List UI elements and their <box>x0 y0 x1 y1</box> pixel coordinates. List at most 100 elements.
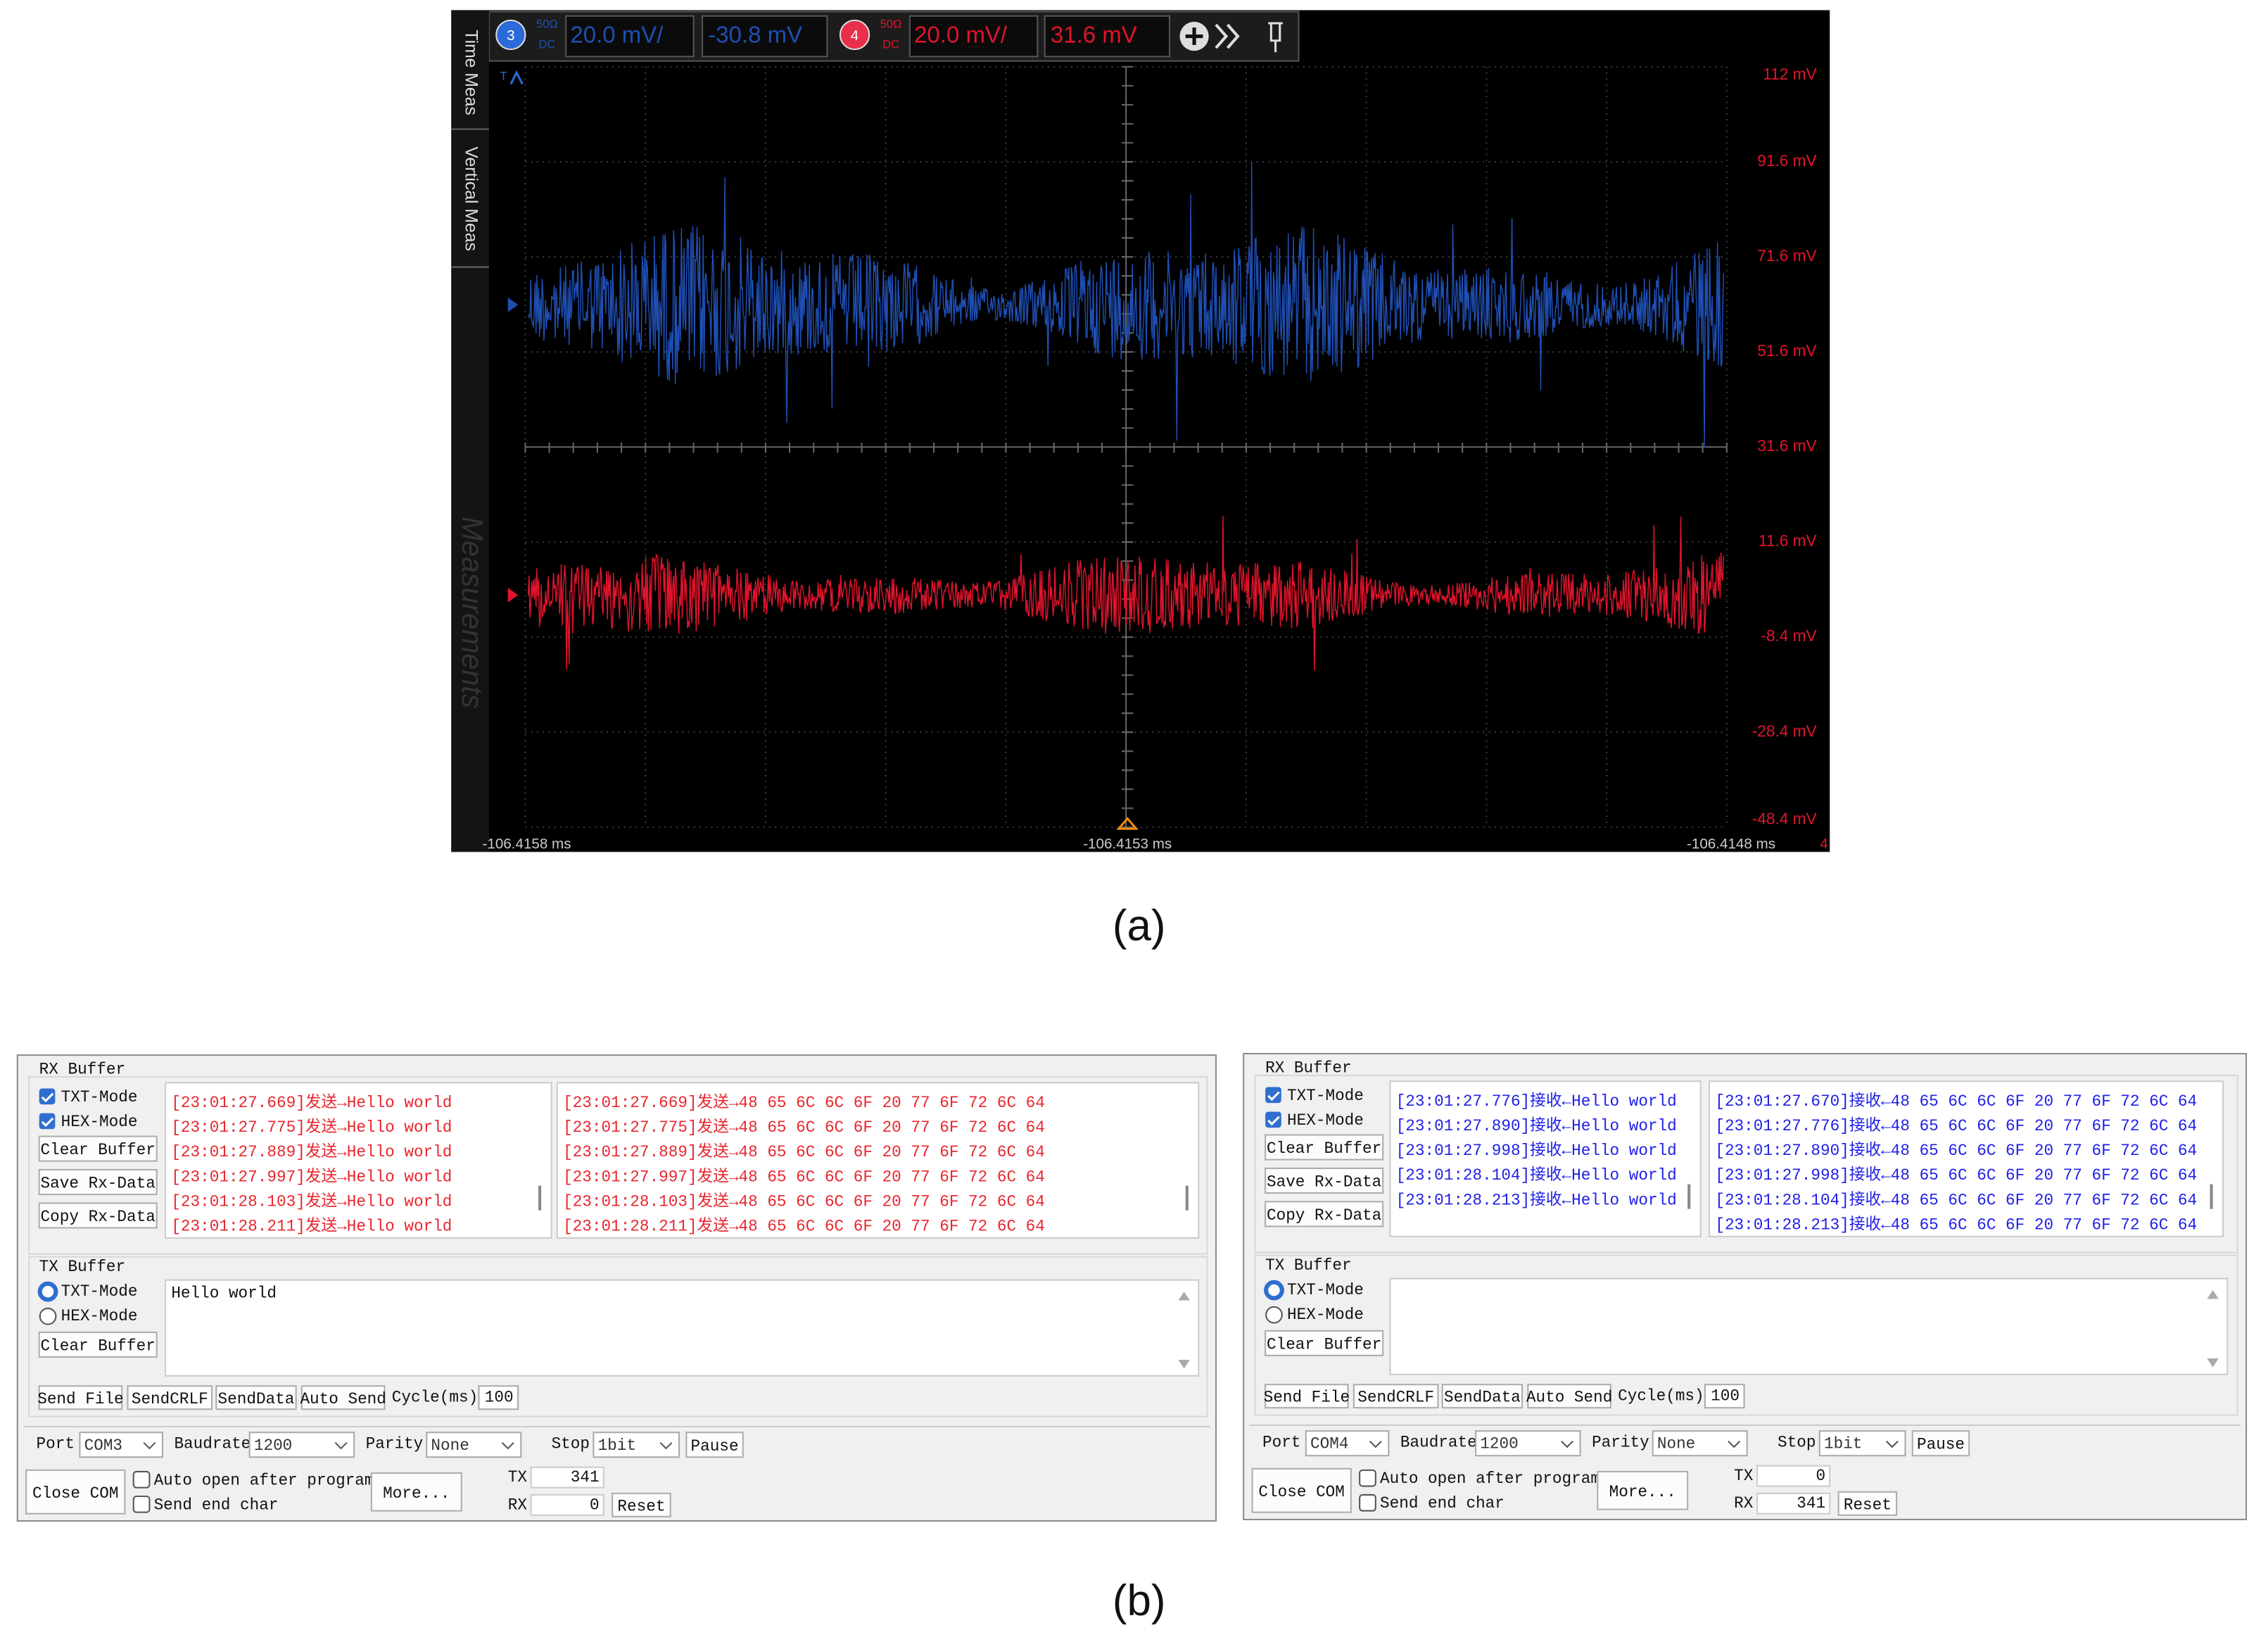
send-button[interactable] <box>127 1385 213 1410</box>
button[interactable] <box>370 1472 462 1512</box>
checkbox[interactable] <box>1359 1493 1376 1512</box>
radio[interactable] <box>39 1307 57 1325</box>
button[interactable] <box>38 1331 158 1358</box>
button[interactable] <box>1597 1470 1689 1510</box>
channel-marker <box>507 297 519 312</box>
checkbox[interactable] <box>1265 1111 1281 1128</box>
combo-box[interactable] <box>79 1432 163 1458</box>
check <box>41 1117 54 1128</box>
button-label: Save Rx-Data <box>1267 1173 1381 1192</box>
send-button[interactable] <box>1441 1384 1523 1409</box>
offset-box[interactable] <box>702 15 828 58</box>
button[interactable] <box>1251 1467 1352 1513</box>
radio[interactable] <box>1265 1306 1283 1324</box>
checkbox-label: HEX-Mode <box>1287 1111 1364 1130</box>
channel-marker <box>507 588 519 602</box>
button[interactable] <box>1265 1201 1384 1227</box>
button[interactable] <box>38 1168 158 1196</box>
combo-box[interactable] <box>593 1432 680 1458</box>
offset-box[interactable] <box>1044 15 1171 58</box>
input-value: 100 <box>1711 1387 1740 1406</box>
button-label: More... <box>383 1484 450 1503</box>
combo-arrow <box>334 1441 348 1450</box>
checkbox[interactable] <box>1359 1469 1376 1487</box>
combo-arrow <box>1369 1440 1382 1448</box>
input[interactable] <box>478 1385 519 1410</box>
channel-number: 4 <box>851 27 859 44</box>
counter-value: 341 <box>1797 1494 1825 1512</box>
button[interactable] <box>612 1492 671 1517</box>
tx-text-area[interactable] <box>1389 1277 2229 1375</box>
impedance: 50Ω <box>880 18 902 30</box>
text-area <box>556 1082 1200 1239</box>
send-button-label: Auto Send <box>300 1390 386 1408</box>
side-tab: Time Meas <box>462 30 481 115</box>
channel-scale: 20.0 mV/ <box>914 21 1008 47</box>
y-axis-label: 51.6 mV <box>1757 341 1817 360</box>
send-button[interactable] <box>215 1385 297 1410</box>
button[interactable] <box>38 1202 158 1229</box>
trigger-arrow <box>509 70 524 85</box>
group-box <box>1254 1074 2238 1253</box>
button[interactable] <box>25 1469 126 1515</box>
x-axis-label: -106.4148 ms <box>1687 836 1775 852</box>
group-box <box>28 1256 1208 1417</box>
checkbox[interactable] <box>39 1088 56 1105</box>
rx-line: [23:01:27.776]接收←48 65 6C 6C 6F 20 77 6F… <box>1715 1116 2197 1135</box>
combo-arrow <box>1561 1440 1573 1448</box>
button[interactable] <box>1265 1134 1384 1161</box>
button[interactable] <box>1265 1167 1384 1194</box>
checkbox[interactable] <box>132 1495 151 1513</box>
button[interactable] <box>685 1432 744 1458</box>
rx-line: [23:01:27.889]发送→Hello world <box>171 1142 452 1161</box>
rx-line: [23:01:27.775]发送→Hello world <box>171 1118 452 1137</box>
send-button[interactable] <box>300 1385 386 1410</box>
channel-badge[interactable] <box>495 19 526 51</box>
rx-line: [23:01:28.104]接收←48 65 6C 6C 6F 20 77 6F… <box>1715 1190 2197 1209</box>
label: Cycle(ms) <box>392 1389 478 1407</box>
check <box>1267 1091 1280 1101</box>
button[interactable] <box>1911 1430 1970 1457</box>
send-button[interactable] <box>38 1385 123 1410</box>
button-label: More... <box>1609 1483 1676 1501</box>
button[interactable] <box>1265 1330 1384 1356</box>
send-button[interactable] <box>1352 1384 1439 1409</box>
checkbox[interactable] <box>39 1113 56 1130</box>
x-axis-label: -106.4158 ms <box>483 836 571 852</box>
y-axis-label: 11.6 mV <box>1759 531 1818 550</box>
counter-label: RX <box>508 1496 528 1514</box>
checkbox-label: TXT-Mode <box>1287 1087 1364 1105</box>
y-axis-label: 91.6 mV <box>1757 151 1817 170</box>
scale-box[interactable] <box>565 15 695 58</box>
y-axis-label: -28.4 mV <box>1752 721 1818 740</box>
radio[interactable] <box>1264 1280 1284 1301</box>
scope-frame <box>451 10 1830 852</box>
input[interactable] <box>1704 1384 1745 1409</box>
send-button[interactable] <box>1527 1384 1611 1409</box>
rx-line: [23:01:27.669]发送→48 65 6C 6C 6F 20 77 6F… <box>563 1093 1045 1112</box>
channel-badge[interactable] <box>839 19 870 51</box>
button-label: Save Rx-Data <box>41 1175 156 1193</box>
send-button-label: SendCRLF <box>1357 1389 1434 1407</box>
radio[interactable] <box>37 1281 58 1302</box>
button[interactable] <box>38 1135 158 1162</box>
button-label: Pause <box>1917 1436 1965 1454</box>
rx-line: [23:01:28.211]发送→Hello world <box>171 1216 452 1235</box>
radio-label: HEX-Mode <box>1287 1306 1364 1324</box>
checkbox[interactable] <box>1265 1087 1281 1104</box>
checkbox[interactable] <box>132 1470 151 1489</box>
combo-box[interactable] <box>1305 1430 1390 1457</box>
tx-text-area[interactable] <box>165 1279 1200 1377</box>
impedance: 50Ω <box>536 18 558 30</box>
y-axis-label: -48.4 mV <box>1752 809 1818 828</box>
button[interactable] <box>1837 1491 1898 1516</box>
side-tab: Vertical Meas <box>462 146 481 251</box>
rx-line: [23:01:27.776]接收←Hello world <box>1396 1092 1677 1111</box>
send-button[interactable] <box>1265 1384 1349 1409</box>
rx-line: [23:01:28.213]接收←48 65 6C 6C 6F 20 77 6F… <box>1715 1215 2197 1234</box>
rx-line: [23:01:27.998]接收←48 65 6C 6C 6F 20 77 6F… <box>1715 1166 2197 1185</box>
combo-box[interactable] <box>1818 1430 1906 1457</box>
scale-box[interactable] <box>908 15 1039 58</box>
rx-line: [23:01:27.997]发送→48 65 6C 6C 6F 20 77 6F… <box>563 1167 1045 1186</box>
